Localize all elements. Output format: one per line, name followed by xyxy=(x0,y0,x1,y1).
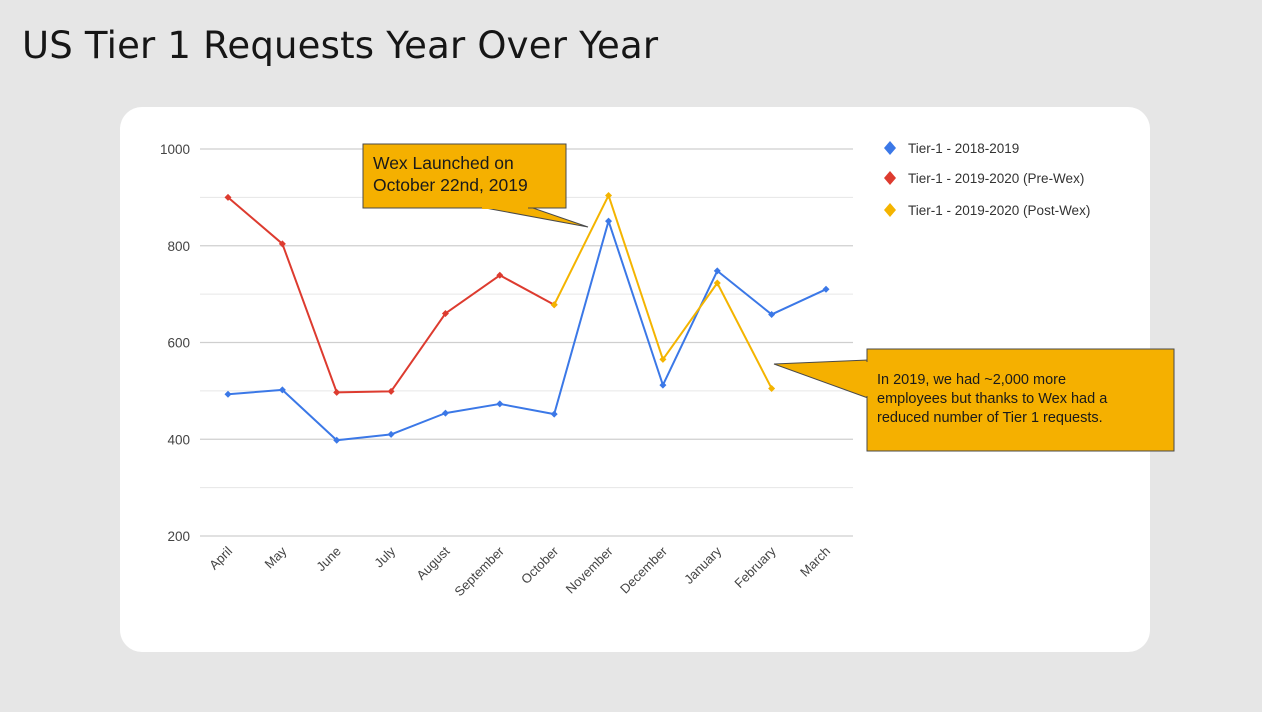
x-tick-label: September xyxy=(451,543,507,599)
x-tick-label: January xyxy=(681,543,725,587)
x-tick-label: November xyxy=(563,543,616,596)
series-line-2 xyxy=(227,196,555,394)
wex-launch-callout-box xyxy=(362,143,567,209)
series-lines xyxy=(227,194,827,442)
legend-marker-series-1 xyxy=(884,141,896,155)
x-tick-label: October xyxy=(518,543,562,587)
data-point-series-3 xyxy=(550,301,558,309)
legend-marker-series-2 xyxy=(884,171,896,185)
legend-marker-series-3 xyxy=(884,203,896,217)
x-tick-label: July xyxy=(371,543,398,570)
wex-launch-line-2: October 22nd, 2019 xyxy=(373,174,528,195)
x-tick-label: March xyxy=(797,544,833,580)
note-callout-text: In 2019, we had ~2,000 more employees bu… xyxy=(877,371,1167,428)
wex-launch-callout-text: Wex Launched on October 22nd, 2019 xyxy=(373,153,528,197)
data-point-series-3 xyxy=(768,384,776,392)
data-point-series-1 xyxy=(496,400,504,408)
y-tick-label: 400 xyxy=(167,432,190,447)
note-line-2: employees but thanks to Wex had a xyxy=(877,390,1108,407)
data-point-series-3 xyxy=(713,279,721,287)
data-point-series-1 xyxy=(441,409,449,417)
note-callout-pointer xyxy=(773,359,869,399)
data-point-series-2 xyxy=(333,388,341,396)
data-point-series-1 xyxy=(550,410,558,418)
data-point-series-1 xyxy=(768,310,776,318)
note-line-3: reduced number of Tier 1 requests. xyxy=(877,409,1103,426)
data-point-series-2 xyxy=(387,387,395,395)
data-point-series-1 xyxy=(278,386,286,394)
series-points xyxy=(224,191,830,444)
data-point-series-2 xyxy=(224,193,232,201)
wex-launch-line-1: Wex Launched on xyxy=(373,153,514,173)
data-point-series-3 xyxy=(605,191,613,199)
data-point-series-2 xyxy=(278,240,286,248)
legend-label-series-1: Tier-1 - 2018-2019 xyxy=(908,141,1020,156)
data-point-series-1 xyxy=(333,436,341,444)
note-line-1: In 2019, we had ~2,000 more xyxy=(877,372,1067,388)
slide-title: US Tier 1 Requests Year Over Year xyxy=(22,24,659,67)
legend-label-series-2: Tier-1 - 2019-2020 (Pre-Wex) xyxy=(908,171,1085,186)
data-point-series-2 xyxy=(441,309,449,317)
y-tick-label: 200 xyxy=(167,529,190,544)
x-tick-label: December xyxy=(617,543,670,596)
data-point-series-1 xyxy=(605,217,613,225)
data-point-series-1 xyxy=(713,267,721,275)
wex-launch-callout-seam xyxy=(482,205,528,209)
wex-launch-callout-pointer xyxy=(479,206,589,228)
note-callout-box xyxy=(866,348,1175,452)
note-callout-seam xyxy=(865,362,869,396)
data-point-series-3 xyxy=(659,355,667,363)
legend-label-series-3: Tier-1 - 2019-2020 (Post-Wex) xyxy=(908,203,1091,218)
x-tick-label: June xyxy=(313,544,344,575)
x-tick-label: August xyxy=(413,543,452,582)
series-line-1 xyxy=(227,220,827,442)
y-tick-label: 800 xyxy=(167,239,190,254)
data-point-series-1 xyxy=(387,430,395,438)
x-tick-label: May xyxy=(262,543,290,571)
x-tick-label: February xyxy=(731,543,779,591)
data-point-series-1 xyxy=(822,285,830,293)
y-axis-ticks: 200 400 600 800 1000 xyxy=(160,142,190,544)
data-point-series-2 xyxy=(496,271,504,279)
data-point-series-1 xyxy=(659,381,667,389)
data-point-series-1 xyxy=(224,390,232,398)
y-tick-label: 1000 xyxy=(160,142,190,157)
y-tick-label: 600 xyxy=(167,336,190,351)
x-tick-label: April xyxy=(206,543,235,572)
